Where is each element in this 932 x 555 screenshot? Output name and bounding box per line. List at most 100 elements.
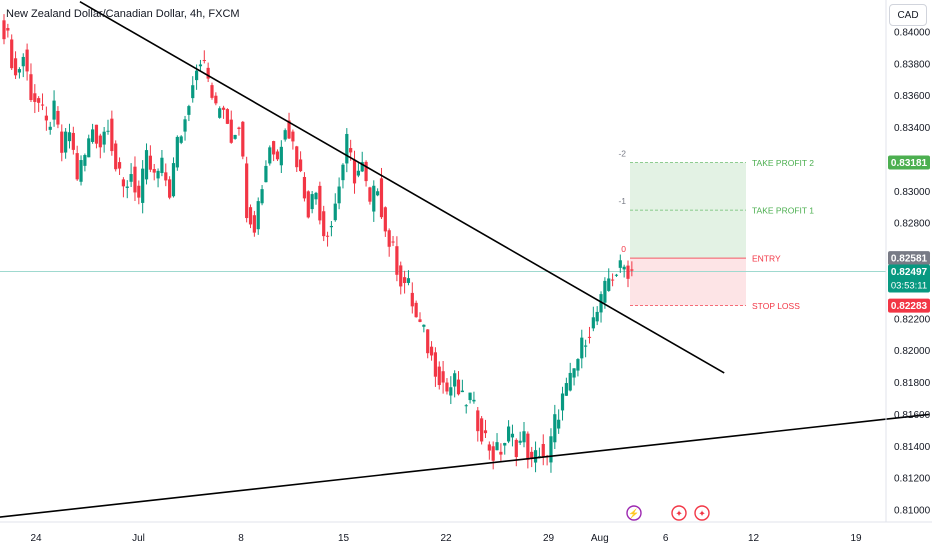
resistance-trendline: [79, 1, 725, 374]
candle-body: [510, 433, 515, 438]
candle-body: [272, 141, 276, 155]
candle-body: [214, 95, 218, 104]
candle-body: [56, 110, 60, 125]
candle-body: [256, 201, 260, 230]
candle-body: [506, 426, 511, 442]
candle-body: [376, 191, 380, 196]
candle-body: [133, 166, 137, 193]
candle-body: [630, 269, 634, 271]
candle-body: [94, 124, 99, 144]
candle-body: [572, 368, 576, 378]
candle-body: [179, 136, 183, 143]
candle-body: [137, 185, 141, 198]
candle-body: [171, 163, 176, 197]
event-glyph: ✦: [675, 509, 683, 519]
candle-body: [491, 446, 495, 461]
candle-body: [83, 155, 87, 166]
countdown-text: 03:53:11: [891, 280, 927, 291]
candle-body: [29, 74, 33, 101]
candle-body: [514, 439, 518, 458]
time-tick-label: 29: [543, 533, 555, 544]
candle-body: [618, 260, 622, 268]
candle-body: [522, 431, 526, 443]
price-tick-label: 0.83400: [894, 123, 931, 134]
candle-body: [541, 443, 545, 458]
candle-body: [106, 130, 110, 132]
price-tick-label: 0.83000: [894, 187, 931, 198]
candle-body: [229, 119, 233, 143]
candle-body: [568, 372, 572, 391]
candle-body: [533, 450, 538, 463]
time-tick-label: 24: [30, 533, 42, 544]
candle-body: [456, 379, 461, 395]
stop-zone: [630, 258, 746, 306]
candle-body: [464, 405, 468, 407]
candle-body: [110, 118, 114, 152]
candle-body: [557, 419, 561, 429]
candle-body: [241, 121, 245, 157]
event-glyph: ⚡: [628, 508, 639, 520]
candle-body: [453, 373, 457, 387]
trendlines[interactable]: [0, 1, 930, 518]
candle-body: [518, 440, 522, 443]
candle-body: [379, 178, 384, 218]
time-tick-label: 22: [440, 533, 452, 544]
lightning-event-icon: [626, 505, 642, 521]
canada-flag-event-icon: [694, 505, 710, 521]
candle-body: [422, 324, 426, 327]
price-tick-label: 0.81600: [894, 410, 931, 421]
candle-body: [449, 387, 453, 396]
candle-body: [152, 169, 156, 173]
price-axis[interactable]: 0.840000.838000.836000.834000.832000.830…: [885, 0, 931, 522]
candle-body: [168, 179, 172, 198]
candle-body: [160, 157, 164, 174]
candle-body: [291, 131, 295, 142]
candle-body: [260, 189, 264, 204]
candle-body: [356, 170, 360, 176]
candle-body: [40, 104, 45, 106]
candle-body: [164, 172, 168, 181]
price-tick-label: 0.82000: [894, 346, 931, 357]
level-label: STOP LOSS: [752, 301, 800, 311]
price-tick-label: 0.83800: [894, 59, 931, 70]
candle-body: [210, 85, 214, 98]
candle-body: [441, 371, 445, 383]
candle-body: [248, 207, 253, 225]
candle-body: [318, 185, 322, 221]
candle-body: [599, 294, 603, 313]
price-tick-label: 0.84000: [894, 28, 931, 39]
candle-body: [587, 336, 592, 338]
candle-body: [52, 100, 56, 120]
price-tick-label: 0.82200: [894, 314, 931, 325]
candle-body: [314, 192, 318, 200]
candle-body: [48, 126, 52, 130]
candle-body: [603, 280, 607, 303]
candle-body: [71, 132, 75, 150]
candle-body: [198, 64, 203, 67]
candle-body: [445, 382, 449, 392]
candle-body: [622, 266, 626, 270]
candle-body: [460, 390, 464, 393]
candle-body: [584, 345, 588, 347]
price-tick-label: 0.81400: [894, 442, 931, 453]
candle-body: [437, 366, 441, 386]
candle-body: [75, 153, 79, 180]
candle-body: [337, 186, 341, 204]
currency-button[interactable]: CAD: [889, 4, 927, 26]
candle-body: [191, 85, 195, 99]
stop-price-badge-text: 0.82283: [891, 301, 928, 312]
event-markers[interactable]: ⚡ ✦ ✦: [626, 505, 710, 521]
canada-flag-event-icon: [671, 505, 687, 521]
time-tick-label: 12: [748, 533, 760, 544]
candle-body: [591, 317, 595, 329]
candle-body: [468, 392, 472, 401]
candle-body: [480, 418, 484, 442]
time-axis[interactable]: 24 Jul 8 15 22 29 Aug 6 12 19: [0, 521, 932, 544]
candle-body: [98, 135, 102, 148]
time-tick-label: Aug: [591, 533, 609, 544]
candle-body: [64, 131, 68, 153]
candle-body: [433, 352, 438, 377]
candle-body: [125, 186, 129, 188]
